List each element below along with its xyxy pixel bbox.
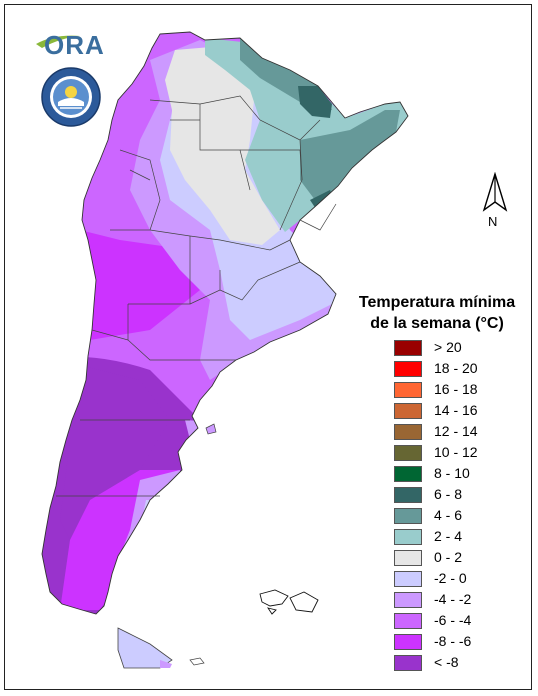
- malvinas-islands: [259, 589, 319, 615]
- legend-item: 4 - 6: [392, 506, 522, 527]
- legend-item: 8 - 10: [392, 464, 522, 485]
- legend-label: 16 - 18: [434, 381, 478, 397]
- smn-logo: [40, 66, 102, 128]
- legend-label: 14 - 16: [434, 402, 478, 418]
- legend-title: Temperatura mínima de la semana (°C): [344, 292, 530, 334]
- legend-item: 10 - 12: [392, 443, 522, 464]
- legend-swatch: [394, 508, 422, 524]
- country-outline: [41, 31, 409, 615]
- legend: > 20 18 - 20 16 - 18 14 - 16 12 - 14 10 …: [392, 338, 522, 674]
- legend-label: -2 - 0: [434, 570, 467, 586]
- legend-swatch: [394, 424, 422, 440]
- legend-label: -4 - -2: [434, 591, 472, 607]
- legend-label: 0 - 2: [434, 549, 463, 565]
- legend-swatch: [394, 445, 422, 461]
- legend-label: 2 - 4: [434, 528, 463, 544]
- legend-item: 18 - 20: [392, 359, 522, 380]
- legend-swatch: [394, 592, 422, 608]
- legend-title-line2: de la semana (°C): [370, 315, 504, 332]
- legend-swatch: [394, 403, 422, 419]
- legend-swatch: [394, 529, 422, 545]
- legend-item: 0 - 2: [392, 548, 522, 569]
- legend-swatch: [394, 571, 422, 587]
- legend-label: -8 - -6: [434, 633, 472, 649]
- legend-item: 6 - 8: [392, 485, 522, 506]
- legend-swatch: [394, 466, 422, 482]
- legend-item: -8 - -6: [392, 632, 522, 653]
- legend-swatch: [394, 550, 422, 566]
- tierra-del-fuego-band: [160, 660, 172, 668]
- legend-item: 16 - 18: [392, 380, 522, 401]
- legend-title-line1: Temperatura mínima: [358, 294, 516, 311]
- legend-label: 10 - 12: [434, 444, 478, 460]
- legend-label: 12 - 14: [434, 423, 478, 439]
- legend-swatch: [394, 340, 422, 356]
- legend-swatch: [394, 382, 422, 398]
- ora-logo-swoosh: [36, 35, 80, 48]
- small-island: [189, 657, 205, 666]
- legend-item: < -8: [392, 653, 522, 674]
- legend-swatch: [394, 634, 422, 650]
- north-arrow-icon: [482, 172, 508, 212]
- coastal-islet: [205, 423, 217, 435]
- legend-label: < -8: [434, 654, 459, 670]
- legend-label: -6 - -4: [434, 612, 472, 628]
- legend-label: 6 - 8: [434, 486, 463, 502]
- legend-swatch: [394, 613, 422, 629]
- north-arrow-label: N: [488, 214, 498, 229]
- legend-item: -4 - -2: [392, 590, 522, 611]
- legend-item: -2 - 0: [392, 569, 522, 590]
- legend-label: 8 - 10: [434, 465, 470, 481]
- legend-item: -6 - -4: [392, 611, 522, 632]
- legend-item: 14 - 16: [392, 401, 522, 422]
- legend-item: 2 - 4: [392, 527, 522, 548]
- legend-item: > 20: [392, 338, 522, 359]
- legend-item: 12 - 14: [392, 422, 522, 443]
- legend-swatch: [394, 361, 422, 377]
- legend-label: 4 - 6: [434, 507, 463, 523]
- legend-swatch: [394, 655, 422, 671]
- legend-swatch: [394, 487, 422, 503]
- ora-logo-text: ORA: [44, 30, 105, 60]
- legend-label: 18 - 20: [434, 360, 478, 376]
- legend-label: > 20: [434, 339, 462, 355]
- province-boundaries: [56, 95, 337, 497]
